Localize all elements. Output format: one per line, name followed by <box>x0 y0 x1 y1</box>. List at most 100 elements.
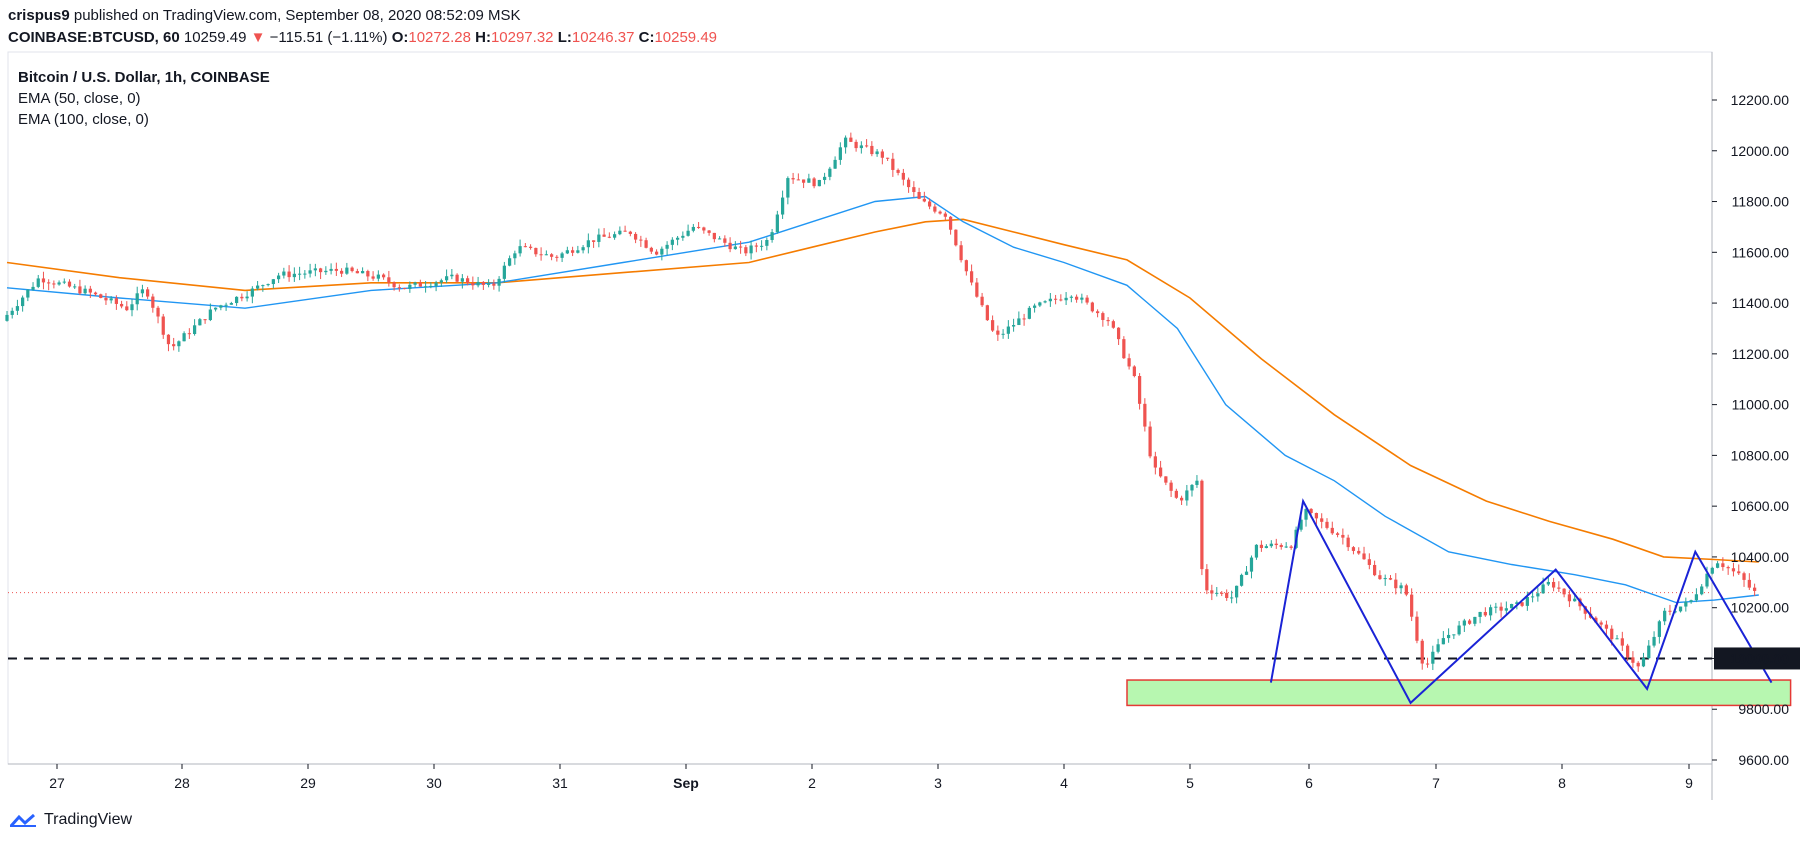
candle-body <box>161 316 165 335</box>
candle <box>57 280 61 286</box>
candle-body <box>392 282 396 288</box>
candle-body <box>1116 327 1121 340</box>
candle-body <box>1269 543 1273 547</box>
legend-ema100[interactable]: EMA (100, close, 0) <box>18 111 149 128</box>
candle-body <box>381 274 386 278</box>
candle <box>1620 631 1624 651</box>
author-name[interactable]: crispus9 <box>8 7 70 24</box>
candle-body <box>1504 608 1508 611</box>
candle-body <box>93 292 98 295</box>
candle <box>376 270 380 282</box>
candle-body <box>439 280 443 283</box>
candle <box>1467 618 1472 625</box>
candle <box>870 141 874 157</box>
candle-body <box>360 271 365 274</box>
candle-body <box>1059 299 1063 301</box>
candle <box>366 269 370 282</box>
candle-body <box>192 325 197 334</box>
zigzag-pattern <box>1269 498 1773 705</box>
candle <box>597 228 601 248</box>
close-value: 10259.49 <box>654 29 718 46</box>
candle <box>1059 294 1063 302</box>
candle <box>1509 603 1514 609</box>
candle <box>308 263 312 278</box>
candle-body <box>1169 482 1173 491</box>
candle <box>691 223 695 233</box>
candle-body <box>1284 546 1288 548</box>
candle-body <box>665 244 669 249</box>
candle <box>1101 311 1105 327</box>
candle <box>1011 318 1016 332</box>
candle-body <box>528 246 533 248</box>
legend-title[interactable]: Bitcoin / U.S. Dollar, 1h, COINBASE <box>18 69 270 86</box>
support-price-badge <box>1714 647 1800 670</box>
candle-body <box>1562 588 1566 595</box>
candle <box>843 135 848 154</box>
candle-body <box>875 151 879 155</box>
candle <box>586 233 590 254</box>
candle <box>1636 661 1640 672</box>
candle <box>1320 513 1324 529</box>
candle <box>471 276 475 290</box>
candle-body <box>1710 567 1714 574</box>
candle <box>1478 611 1482 624</box>
candle-body <box>1210 590 1214 594</box>
candle-body <box>350 267 354 272</box>
candle-body <box>1636 662 1640 667</box>
candle <box>570 246 575 257</box>
candle <box>1715 561 1720 569</box>
candle <box>62 278 66 285</box>
candle-body <box>1478 611 1482 617</box>
candle-body <box>130 304 134 311</box>
candle <box>728 237 732 253</box>
candle-body <box>1101 313 1105 320</box>
last-price: 10259.49 <box>183 29 247 46</box>
candle-body <box>1254 544 1259 558</box>
candle-body <box>450 274 454 277</box>
candle <box>964 259 968 276</box>
publish-info: crispus9 published on TradingView.com, S… <box>8 7 521 24</box>
candle-body <box>780 197 785 215</box>
candle-body <box>492 283 496 286</box>
candle <box>413 281 417 288</box>
candle <box>749 240 753 260</box>
candle-body <box>518 246 522 254</box>
candle-body <box>1431 651 1435 664</box>
candle-body <box>1399 585 1403 589</box>
candle-body <box>276 275 281 280</box>
candle <box>780 190 785 219</box>
candle-body <box>591 240 596 242</box>
candle <box>434 280 438 292</box>
candle-body <box>985 305 989 321</box>
candle <box>1562 588 1566 598</box>
candle-body <box>1567 594 1572 602</box>
candle <box>686 224 690 237</box>
candle <box>1536 587 1540 602</box>
candle <box>339 268 344 278</box>
candle-body <box>31 286 35 290</box>
candle-body <box>376 274 380 279</box>
candle <box>1747 573 1751 590</box>
price-tick-label: 9800.00 <box>1738 701 1789 717</box>
tradingview-logo[interactable]: TradingView <box>8 811 132 829</box>
candle <box>497 276 501 292</box>
candle-body <box>765 239 769 246</box>
open-label: O: <box>391 29 409 46</box>
candle <box>140 284 145 298</box>
close-label: C: <box>638 29 655 46</box>
demand-zone <box>1126 679 1792 707</box>
candle-body <box>397 287 401 289</box>
candle <box>1678 606 1683 613</box>
candle <box>1710 566 1714 575</box>
candle <box>282 267 286 279</box>
legend-ema50[interactable]: EMA (50, close, 0) <box>18 90 141 107</box>
candle <box>1351 546 1356 555</box>
candle-body <box>948 216 953 230</box>
ema50-line <box>6 195 1759 604</box>
candle <box>1441 631 1445 645</box>
candle-body <box>1304 508 1308 520</box>
candle <box>707 230 711 236</box>
candle-body <box>465 278 470 284</box>
candle-body <box>1520 602 1524 606</box>
